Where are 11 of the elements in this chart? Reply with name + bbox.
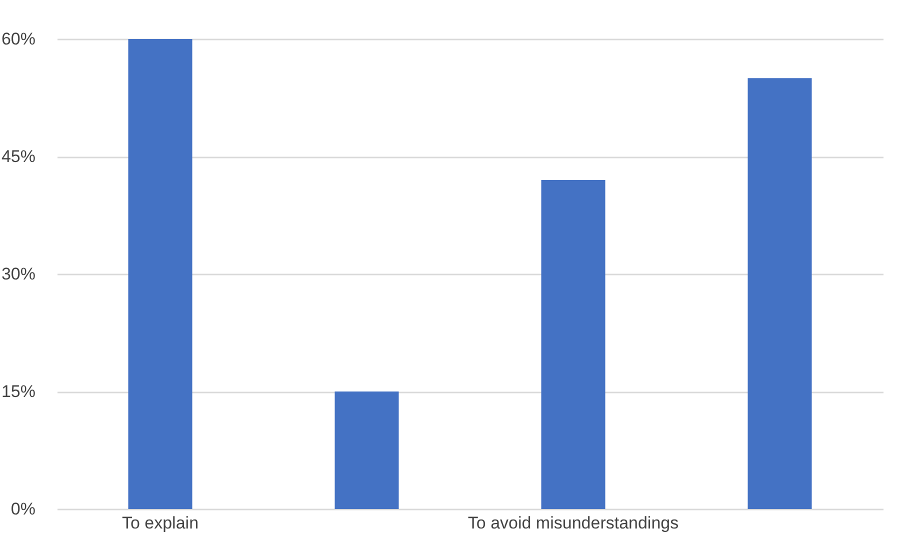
bar [128, 39, 192, 509]
y-tick-label: 0% [10, 500, 36, 518]
x-tick-label: To explain [122, 514, 199, 532]
bar [748, 78, 812, 509]
y-tick-label: 30% [1, 264, 36, 284]
bar [541, 180, 606, 509]
x-tick-label: To avoid misunderstandings [468, 514, 679, 532]
bar [334, 392, 399, 509]
y-tick-label: 60% [1, 30, 36, 48]
y-tick-label: 15% [1, 382, 36, 401]
y-tick-label: 45% [1, 147, 36, 166]
